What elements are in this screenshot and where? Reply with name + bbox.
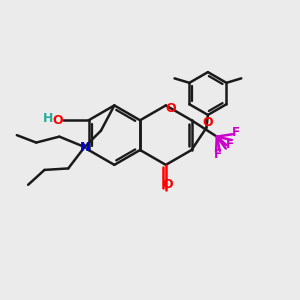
- Text: H: H: [43, 112, 54, 125]
- Text: O: O: [202, 116, 213, 129]
- Text: F: F: [232, 126, 240, 139]
- Text: O: O: [166, 102, 176, 115]
- Text: F: F: [214, 148, 222, 161]
- Text: O: O: [162, 178, 172, 191]
- Text: F: F: [226, 138, 234, 152]
- Text: O: O: [53, 114, 63, 127]
- Text: N: N: [80, 140, 90, 154]
